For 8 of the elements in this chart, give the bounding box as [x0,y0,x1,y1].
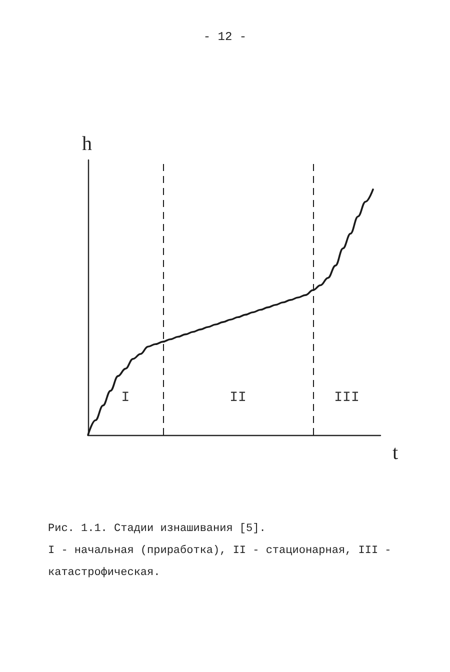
y-axis-title: h [82,133,92,155]
annotation: I [121,390,130,406]
annotation: II [230,390,246,406]
chart-title: - 12 - [202,30,248,44]
text: I - начальная (приработка), II - стационарная, III - катастрофическая. [48,544,392,581]
x-axis-title: t [392,442,398,464]
text: Рис. 1.1. Стадии изнашивания [5]. [48,522,267,537]
annotation: III [334,390,360,406]
